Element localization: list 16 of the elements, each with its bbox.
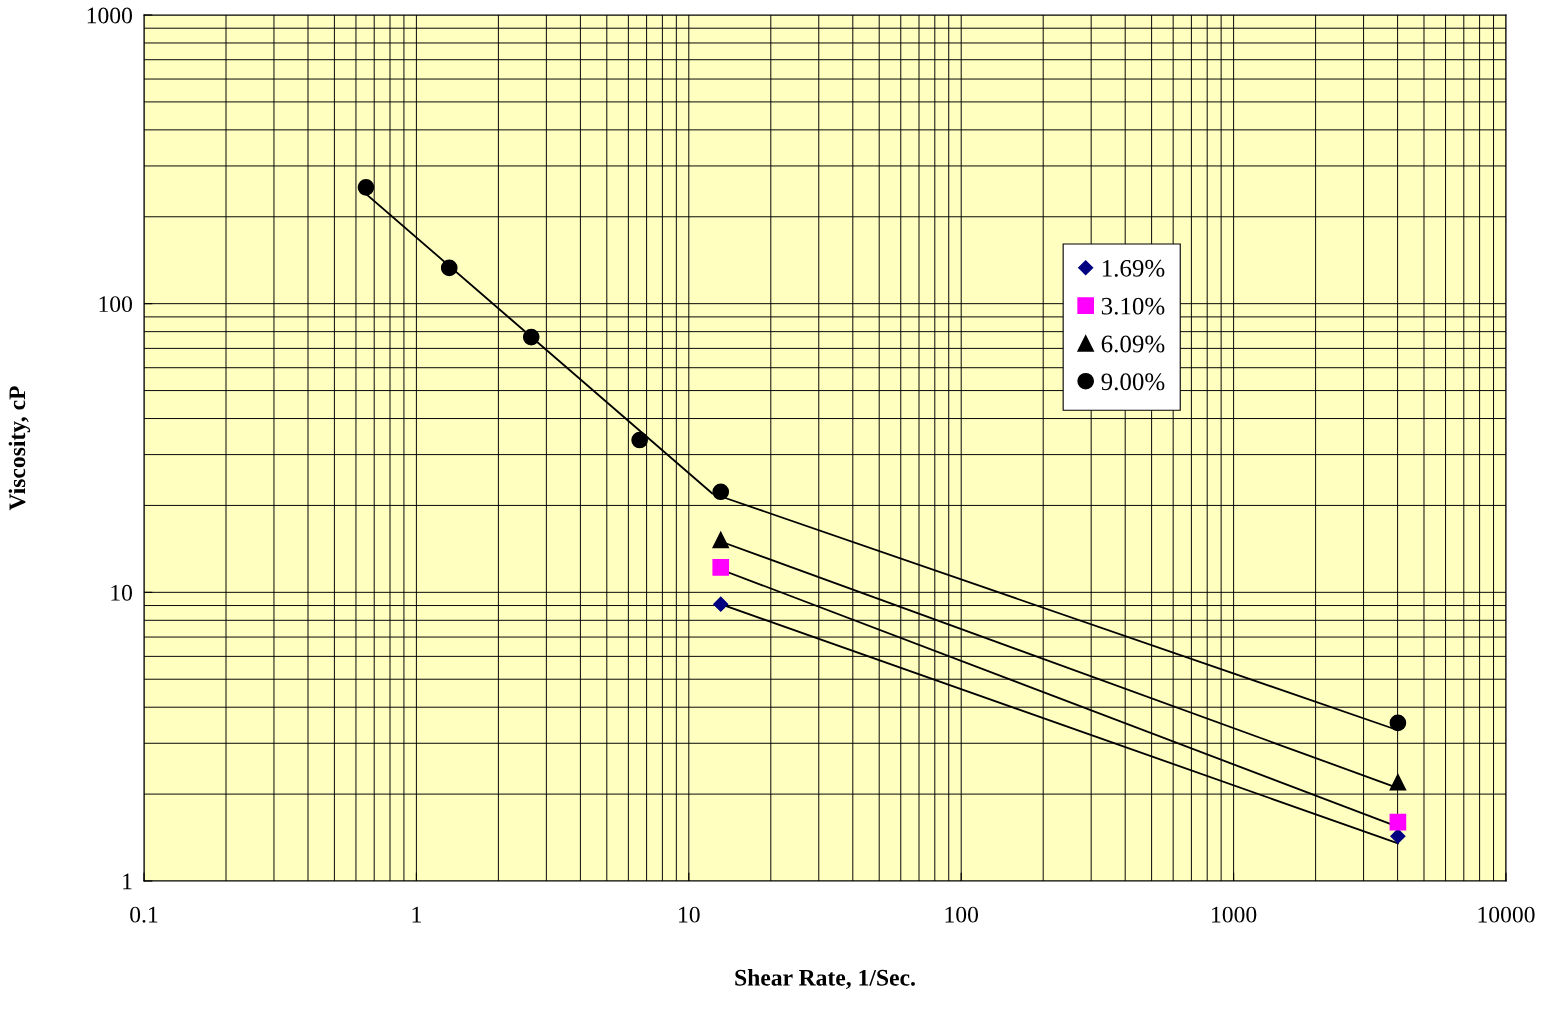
legend-label: 3.10% (1101, 297, 1165, 315)
x-tick-label: 10000 (1478, 906, 1535, 923)
x-axis-title: Shear Rate, 1/Sec. (735, 969, 915, 990)
y-tick-label: 1 (123, 873, 132, 890)
legend-label: 6.09% (1101, 335, 1165, 353)
x-tick-label: 10 (679, 906, 700, 923)
y-tick-label: 1000 (87, 7, 132, 24)
x-tick-label: 100 (945, 906, 979, 923)
y-tick-label: 100 (99, 296, 132, 313)
x-tick-label: 1000 (1212, 906, 1257, 923)
y-axis-title: Viscosity, cP (8, 386, 31, 511)
x-tick-label: 1 (412, 906, 421, 923)
legend-label: 1.69% (1102, 259, 1165, 277)
y-tick-label: 10 (111, 584, 132, 601)
legend-label: 9.00% (1101, 373, 1165, 391)
x-tick-label: 0.1 (130, 906, 158, 923)
